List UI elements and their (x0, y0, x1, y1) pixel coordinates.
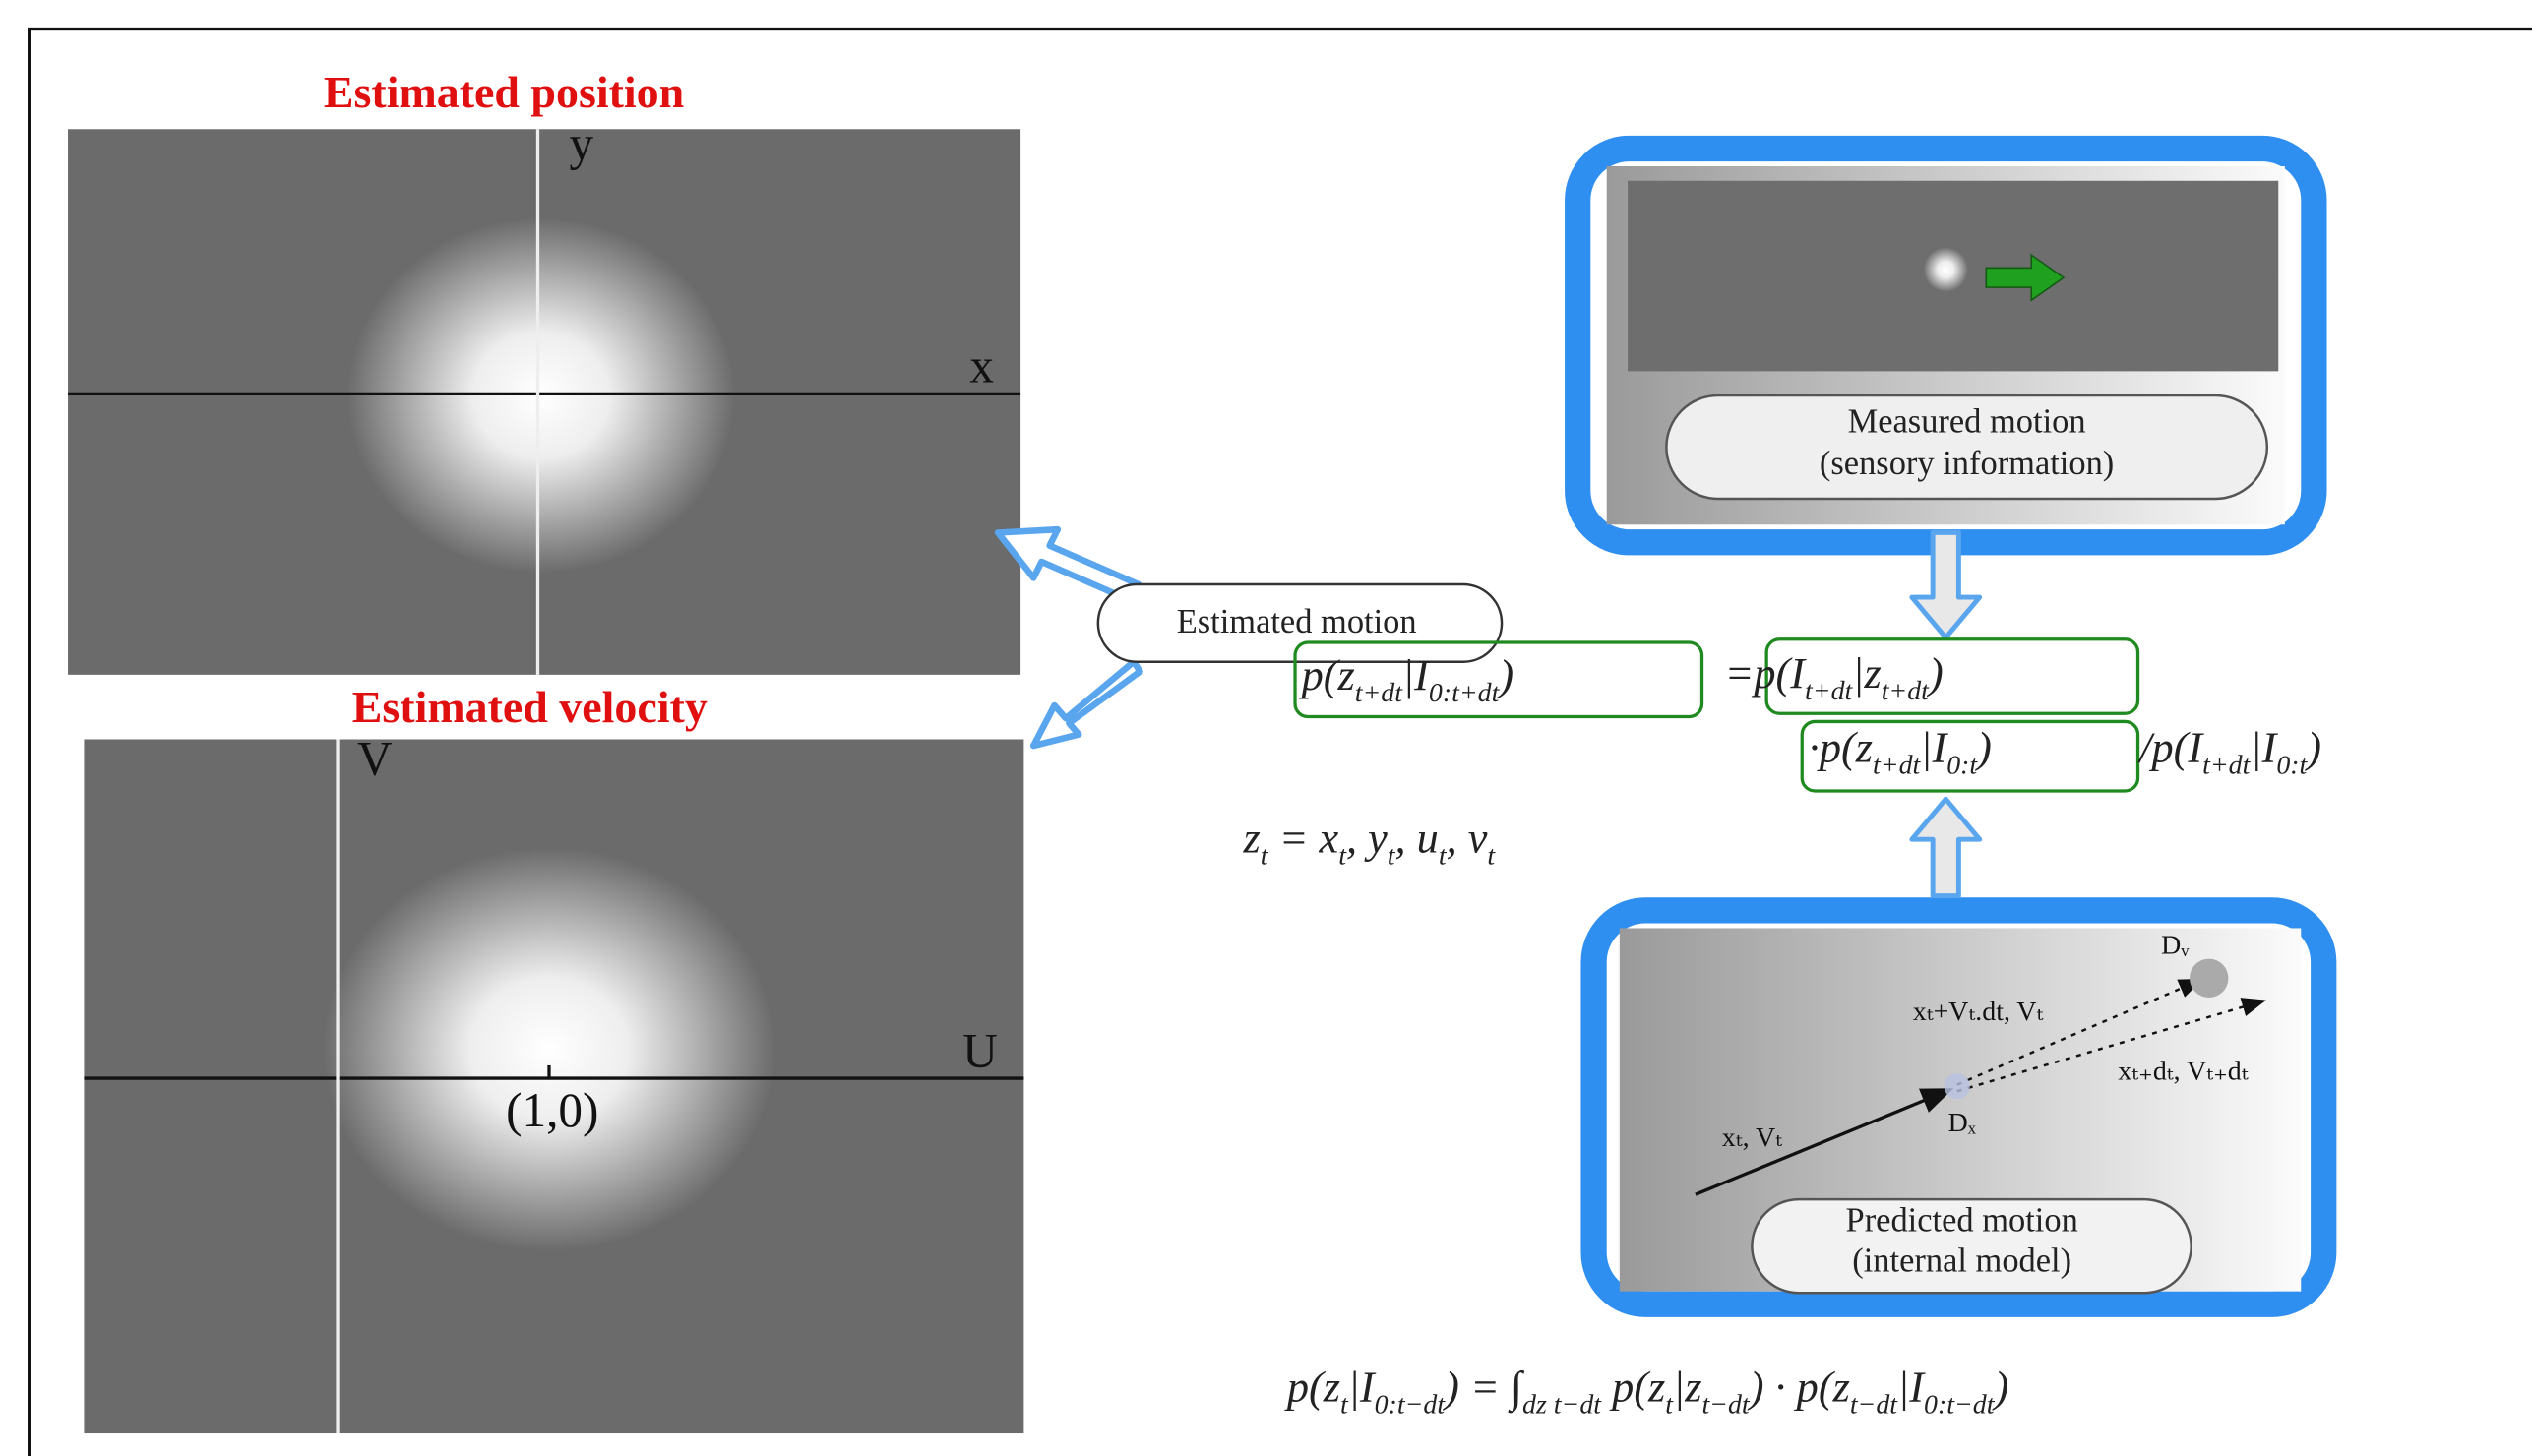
panel-title: Estimated velocity (352, 682, 708, 732)
vector-label: xₜ₊dₜ, Vₜ₊dₜ (2118, 1057, 2248, 1087)
equation-text: |z (1673, 1364, 1701, 1412)
vector-label: Dᵥ (2161, 931, 2190, 961)
box-label: Measured motion (1848, 402, 2086, 440)
axis-label: x (969, 339, 994, 394)
bubble-label: Estimated motion (1177, 603, 1417, 640)
diagram: Estimated position y x Estimated velocit… (0, 0, 2532, 1456)
subscript: t−dt (1701, 1389, 1750, 1420)
subscript: t+dt (1805, 676, 1853, 706)
equation-text: |I (1402, 651, 1431, 699)
subscript: 0:t (1946, 751, 1978, 781)
equation-text: ) (1496, 651, 1513, 699)
sensor-dot (1923, 247, 1968, 292)
equation-text: ) · p(z (1747, 1364, 1850, 1412)
equation-text: = x (1268, 815, 1339, 863)
subscript: 0:t (2276, 751, 2308, 781)
subscript: 0:t+dt (1429, 678, 1501, 708)
subscript: t (1487, 840, 1496, 871)
box-label: (internal model) (1852, 1243, 2071, 1280)
point-label: (1,0) (506, 1083, 598, 1137)
panel-title: Estimated position (324, 67, 684, 117)
equation: ·p(zt+dt|I0:t) (1809, 724, 1992, 781)
equation-text: ) (1974, 724, 1992, 772)
axis-label: y (569, 116, 593, 170)
dv-circle (2190, 959, 2228, 998)
subscript: t+dt (2202, 751, 2251, 781)
equation-text: p(z (1299, 651, 1355, 699)
axis-label: U (962, 1023, 998, 1077)
equation-text: ·p(z (1809, 724, 1873, 772)
equation-text: =p(I (1724, 649, 1807, 698)
box-label: (sensory information) (1820, 445, 2114, 482)
subscript: t+dt (1882, 676, 1930, 706)
subscript: t+dt (1355, 678, 1403, 708)
equation: p(zt|I0:t−dt) = ∫dz t−dt p(zt|zt−dt) · p… (1284, 1364, 2008, 1421)
position-blob (347, 218, 735, 574)
equation-text: |I (1348, 1364, 1377, 1412)
vector-label: Dₓ (1948, 1108, 1977, 1138)
velocity-blob (323, 847, 774, 1250)
vector-label: xₜ, Vₜ (1722, 1122, 1782, 1153)
equation-text: |I (1897, 1364, 1926, 1412)
equation-text: |z (1852, 649, 1881, 698)
equation-text: ) (1926, 649, 1944, 698)
subscript: t+dt (1873, 751, 1921, 781)
equation-text: ) (1991, 1364, 2008, 1412)
equation-text: , y (1346, 815, 1388, 863)
equation-text: p(z (1601, 1364, 1665, 1412)
subscript: 0:t−dt (1924, 1389, 1996, 1420)
equation-text: , v (1447, 815, 1488, 863)
arrow (1033, 662, 1140, 746)
vector-label: xₜ+Vₜ.dt, Vₜ (1913, 997, 2044, 1027)
arrow (1912, 799, 1980, 895)
box-label: Predicted motion (1846, 1202, 2078, 1240)
equation-text: ) (2304, 724, 2321, 772)
equation: p(zt+dt|I0:t+dt) (1299, 651, 1514, 708)
axis-label: V (357, 731, 393, 785)
subscript: t−dt (1850, 1389, 1898, 1420)
equation-text: |I (2250, 724, 2278, 772)
equation-text: , u (1395, 815, 1439, 863)
equation-text: z (1243, 815, 1261, 863)
equation-text: ) = ∫ (1442, 1364, 1525, 1414)
dx-circle (1945, 1073, 1970, 1099)
equation: /p(It+dt|I0:t) (2136, 724, 2321, 781)
equation-text: /p(I (2136, 724, 2204, 772)
equation-text: |I (1920, 724, 1948, 772)
equation: =p(It+dt|zt+dt) (1724, 649, 1943, 706)
equation-text: p(z (1284, 1364, 1340, 1412)
subscript: 0:t−dt (1375, 1389, 1447, 1420)
equation: zt = xt, yt, ut, vt (1243, 815, 1497, 872)
subscript: dz t−dt (1522, 1389, 1602, 1420)
